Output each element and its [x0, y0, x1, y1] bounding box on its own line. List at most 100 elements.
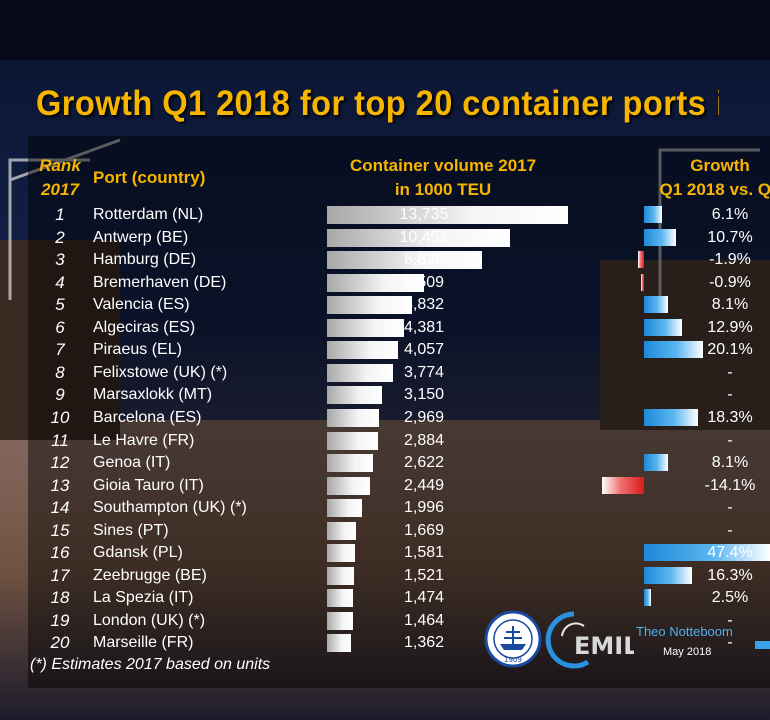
growth-value: -	[727, 386, 733, 404]
growth-value: 18.3%	[707, 408, 753, 426]
growth-bar-positive	[644, 589, 652, 607]
volume-bar	[327, 273, 424, 292]
rank-cell: 1	[55, 205, 65, 224]
rank-header: Rank 2017	[30, 154, 90, 202]
table-row: 19 London (UK) (*) 1,464 -	[0, 610, 770, 632]
growth-value: 20.1%	[707, 341, 753, 359]
chart-title: Growth Q1 2018 for top 20 container port…	[36, 84, 719, 123]
rank-cell: 19	[50, 610, 70, 630]
emil-logo: EMIL	[545, 611, 634, 669]
growth-value: -	[727, 611, 733, 629]
port-cell: Algeciras (ES)	[93, 318, 196, 336]
rank-cell: 9	[55, 385, 65, 405]
growth-bar-negative	[602, 476, 644, 494]
volume-bar	[327, 341, 399, 360]
port-cell: Felixstowe (UK) (*)	[93, 363, 228, 381]
rank-cell: 20	[50, 633, 70, 653]
volume-bar	[327, 296, 412, 315]
rank-cell: 18	[50, 588, 70, 608]
volume-bar	[327, 521, 357, 540]
table-row: 1 Rotterdam (NL) 13,735 6.1%	[0, 204, 770, 226]
growth-bar-positive	[644, 206, 662, 223]
growth-value: 12.9%	[707, 318, 753, 336]
volume-bar	[327, 611, 353, 630]
table-row: 7 Piraeus (EL) 4,057 20.1%	[0, 339, 770, 361]
volume-value: 1,362	[403, 634, 445, 652]
table-row: 10 Barcelona (ES) 2,969 18.3%	[0, 407, 770, 429]
rank-cell: 4	[55, 272, 65, 292]
port-cell: London (UK) (*)	[93, 611, 206, 629]
volume-bar	[327, 408, 380, 427]
volume-value: 1,464	[403, 611, 445, 629]
table-row: 20 Marseille (FR) 1,362 -	[0, 632, 770, 654]
growth-value: -	[727, 431, 733, 449]
table-row: 3 Hamburg (DE) 8,820 -1.9%	[0, 249, 770, 271]
growth-header-line1: Growth	[690, 156, 750, 175]
table-row: 12 Genoa (IT) 2,622 8.1%	[0, 452, 770, 474]
volume-bar	[327, 566, 354, 585]
rank-cell: 10	[50, 407, 70, 427]
volume-value: 1,669	[403, 521, 445, 539]
volume-bar	[327, 431, 378, 450]
volume-bar	[327, 589, 353, 608]
table-row: 13 Gioia Tauro (IT) 2,449 -14.1%	[0, 475, 770, 497]
volume-value: 2,884	[403, 431, 445, 449]
partial-blue-bar	[755, 641, 770, 649]
rank-cell: 17	[50, 565, 70, 585]
growth-value: -0.9%	[709, 273, 751, 291]
volume-value: 1,581	[403, 544, 445, 562]
rank-cell: 11	[51, 430, 69, 450]
rank-cell: 16	[50, 543, 70, 563]
port-cell: La Spezia (IT)	[93, 589, 194, 607]
volume-value: 4,381	[403, 318, 445, 336]
port-cell: Genoa (IT)	[93, 454, 171, 472]
table-row: 4 Bremerhaven (DE) 5,509 -0.9%	[0, 272, 770, 294]
volume-bar	[327, 476, 370, 495]
table-row: 16 Gdansk (PL) 1,581 47.4%	[0, 542, 770, 564]
author-name: Theo Notteboom	[636, 624, 733, 639]
growth-value: -	[727, 363, 733, 381]
growth-value: -	[727, 499, 733, 517]
volume-value: 4,057	[403, 341, 445, 359]
growth-header-line2: Q1 2018 vs. Q1	[659, 180, 770, 199]
growth-bar-positive	[644, 318, 683, 336]
growth-bar-positive	[644, 341, 704, 359]
volume-value: 3,774	[403, 363, 445, 381]
growth-value: -	[727, 634, 733, 652]
table-row: 17 Zeebrugge (BE) 1,521 16.3%	[0, 565, 770, 587]
growth-bar-positive	[644, 566, 693, 584]
volume-bar	[327, 228, 511, 247]
rank-cell: 2	[55, 227, 65, 247]
growth-bar-positive	[644, 454, 668, 472]
table-row: 8 Felixstowe (UK) (*) 3,774 -	[0, 362, 770, 384]
volume-bar	[327, 363, 394, 382]
volume-bar	[327, 454, 373, 473]
volume-bar	[327, 386, 383, 405]
table-row: 5 Valencia (ES) 4,832 8.1%	[0, 294, 770, 316]
volume-bar	[327, 206, 568, 224]
port-cell: Marseille (FR)	[93, 634, 194, 652]
rank-cell: 13	[50, 475, 70, 495]
table-row: 18 La Spezia (IT) 1,474 2.5%	[0, 587, 770, 609]
port-cell: Le Havre (FR)	[93, 431, 195, 449]
growth-value: -1.9%	[709, 251, 751, 269]
port-cell: Rotterdam (NL)	[93, 206, 204, 223]
volume-value: 3,150	[403, 386, 445, 404]
volume-bar	[327, 318, 404, 337]
growth-header: Growth Q1 2018 vs. Q1	[620, 154, 770, 202]
university-seal-logo: 1909	[484, 610, 542, 668]
growth-value: 10.7%	[707, 228, 753, 246]
rank-cell: 8	[55, 362, 65, 382]
table-row: 6 Algeciras (ES) 4,381 12.9%	[0, 317, 770, 339]
volume-value: 4,832	[403, 296, 445, 314]
port-header: Port (country)	[93, 168, 206, 187]
rank-cell: 14	[50, 498, 70, 518]
volume-bar	[327, 634, 351, 653]
rank-header-line1: Rank	[39, 156, 81, 175]
volume-bar	[327, 499, 363, 518]
growth-value: 2.5%	[711, 589, 749, 607]
port-cell: Southampton (UK) (*)	[93, 499, 247, 517]
port-cell: Piraeus (EL)	[93, 341, 182, 359]
growth-bar-positive	[644, 296, 668, 314]
